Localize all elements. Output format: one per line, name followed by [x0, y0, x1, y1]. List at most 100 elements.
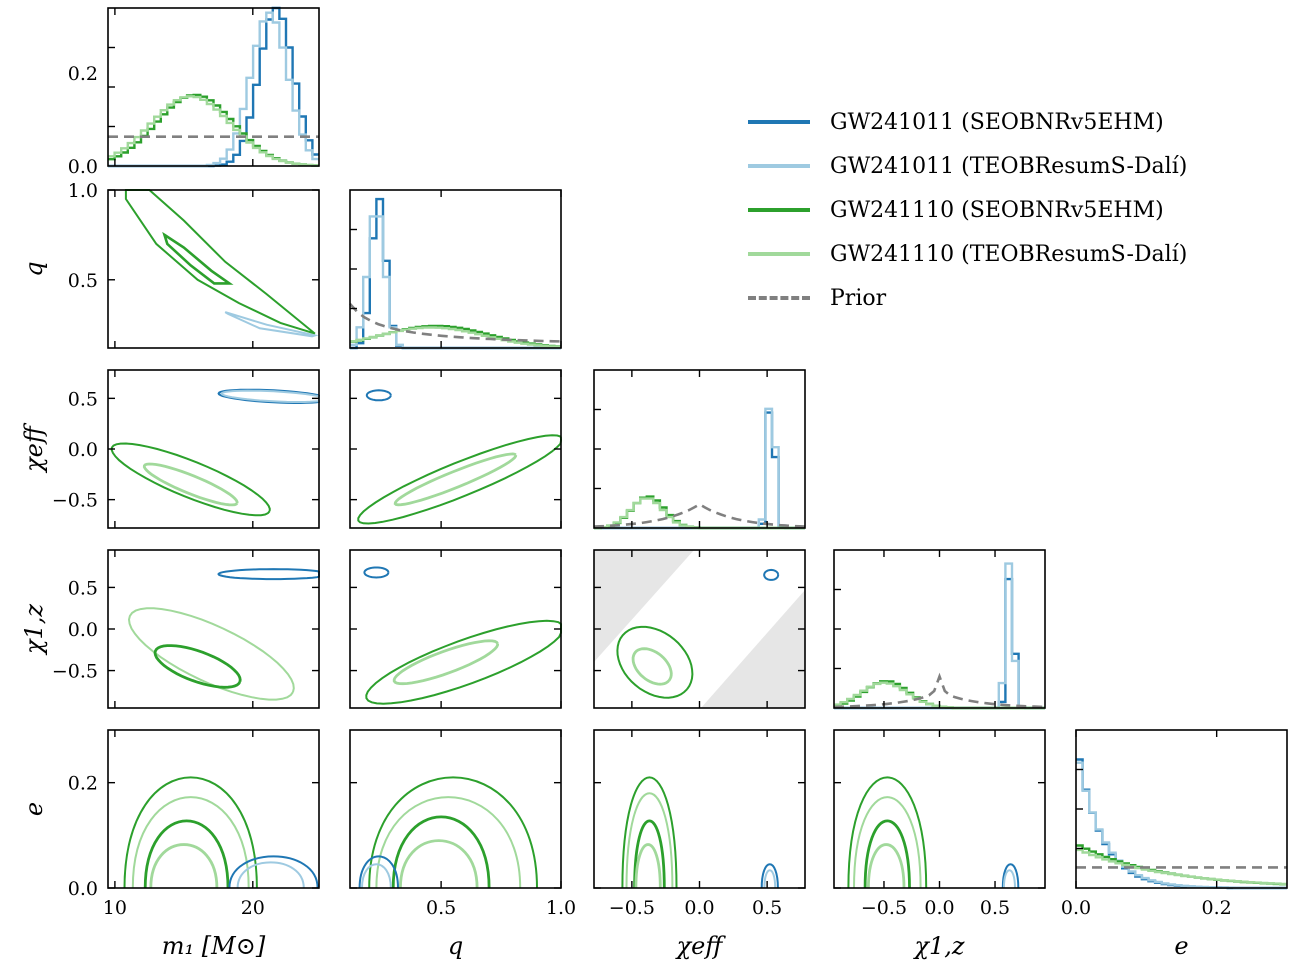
contour-e-chi1z-gw241110-50	[863, 819, 911, 889]
axes-frames-layer	[107, 7, 1288, 889]
x-axis-label-m1: m₁ [M⊙]	[162, 932, 266, 960]
legend-label: GW241110 (TEOBResumS-Dalí)	[830, 241, 1188, 267]
contour-e-chieff-gw241110-50-teob	[634, 843, 662, 889]
legend-item-gw241011-teob: GW241011 (TEOBResumS-Dalí)	[748, 144, 1288, 188]
x-tick-label-e: 0.0	[1061, 897, 1091, 919]
histogram-chi_1z-series-0	[834, 577, 1045, 710]
y-tick-label-chi_1z: 0.5	[68, 577, 98, 599]
legend-label: GW241011 (SEOBNRv5EHM)	[830, 109, 1164, 135]
contour-e-chieff-gw241110-90-teob	[625, 792, 674, 889]
contour-chi1z-m1-gw241011	[217, 568, 320, 581]
contour-e-q-gw241110-90	[368, 776, 538, 889]
forbidden-region-layer	[594, 550, 805, 708]
legend-item-prior: Prior	[748, 276, 1288, 320]
contour-q-m1-GW241110	[124, 189, 316, 335]
panel-frame-chi_eff-chi_eff	[593, 369, 806, 529]
contour-chi1z-q-gw241110-50	[392, 639, 500, 686]
contour-e-chi1z-gw241011	[1001, 863, 1020, 889]
y-tick-label-chi_eff: 0.5	[68, 388, 98, 410]
contour-e-q-gw241011-teob	[361, 863, 392, 889]
histogram-chi_eff-series-1	[594, 407, 805, 530]
legend: GW241011 (SEOBNRv5EHM) GW241011 (TEOBRes…	[748, 100, 1288, 320]
x-tick-label-chi_eff: 0.0	[684, 897, 714, 919]
y-tick-label-chi_1z: −0.5	[52, 661, 98, 683]
x-tick-label-q: 1.0	[546, 897, 576, 919]
panel-frame-e-chi_eff	[593, 729, 806, 889]
forbidden-region	[701, 590, 805, 708]
x-axis-label-e: e	[1174, 932, 1188, 960]
contour-e-chi1z-gw241110-90-teob	[853, 796, 922, 889]
contour-chieff-m1-gw241110-90	[110, 442, 271, 517]
contour-e-chieff-gw241011	[760, 863, 779, 889]
contour-e-chieff-gw241110-50	[633, 819, 666, 889]
x-axis-label-chi_1z: χ1,z	[912, 932, 964, 960]
panel-frame-e-m1	[107, 729, 320, 889]
histogram-e-series-1	[1076, 761, 1287, 890]
x-tick-label-q: 0.5	[426, 897, 456, 919]
histogram-q-series-3	[350, 326, 561, 348]
panel-frame-chi_eff-q	[349, 369, 562, 529]
y-tick-label-m1-hist: 0.2	[68, 63, 98, 85]
y-axis-label-chi_1z: χ1,z	[20, 604, 48, 656]
panel-frame-chi_1z-chi_1z	[833, 549, 1046, 709]
contour-chi1z-q-gw241011	[363, 566, 390, 579]
y-tick-label-chi_1z: 0.0	[68, 619, 98, 641]
contour-e-m1-gw241110-90	[123, 776, 258, 889]
panel-frame-chi_1z-q	[349, 549, 562, 709]
x-axis-label-q: q	[448, 932, 463, 960]
legend-item-gw241011-seob: GW241011 (SEOBNRv5EHM)	[748, 100, 1288, 144]
histogram-chi_eff-series-0	[594, 411, 805, 530]
contour-chi1z-chieff-gw241110-90	[616, 625, 694, 699]
contour-chi1z-q-gw241110-90	[365, 619, 562, 705]
prior-chi-1z	[833, 672, 1046, 709]
contour-chieff-q-gw241011	[365, 389, 392, 402]
panel-frame-chi_eff-m1	[107, 369, 320, 529]
contour-e-chieff-gw241110-90	[621, 776, 678, 889]
x-tick-label-m1: 10	[103, 897, 127, 919]
contour-e-m1-gw241011	[228, 855, 319, 889]
contour-e-m1-gw241011-teob	[236, 861, 305, 889]
tick-labels-layer: 10 20 0.5 1.0 −0.5 0.0 0.5 −0.5 0.0 0.5 0.0 0.2 0.0 0…	[52, 63, 1232, 919]
y-tick-label-e: 0.2	[68, 773, 98, 795]
histogram-e-series-2	[1076, 844, 1287, 886]
contour-chi1z-chieff-gw241011	[763, 568, 780, 581]
x-axis-label-chi_eff: χeff	[675, 932, 727, 960]
x-tick-label-chi_eff: 0.5	[752, 897, 782, 919]
histogram-m1-series-3	[108, 95, 319, 167]
y-tick-label-e: 0.0	[68, 878, 98, 900]
histogram-e-series-3	[1076, 848, 1287, 886]
axis-labels-layer: m₁ [M⊙] q χeff χ1,z e q χeff χ1,z e	[20, 261, 1189, 960]
panel-frame-e-q	[349, 729, 562, 889]
x-tick-label-m1: 20	[241, 897, 265, 919]
forbidden-region	[594, 550, 694, 662]
contour-q-m1-GW241011	[224, 311, 319, 338]
x-tick-label-chi_1z: 0.5	[980, 897, 1010, 919]
y-tick-label-chi_eff: 0.0	[68, 439, 98, 461]
x-tick-label-e: 0.2	[1202, 897, 1232, 919]
contour-e-chi1z-gw241110-50-teob	[867, 843, 906, 889]
y-tick-label-q: 1.0	[68, 180, 98, 202]
prior-q	[349, 302, 562, 343]
y-tick-label-chi_eff: −0.5	[52, 490, 98, 512]
contour-e-chi1z-gw241110-90	[847, 776, 928, 889]
histogram-chi_1z-series-1	[834, 562, 1045, 710]
contour-e-q-gw241110-90-teob	[375, 796, 522, 889]
legend-swatch	[748, 164, 810, 168]
panel-frame-e-e	[1075, 729, 1288, 889]
contour-e-m1-gw241110-50	[143, 819, 230, 889]
contour-e-q-gw241011	[358, 855, 399, 889]
contour-q-m1-GW241110-50	[162, 231, 234, 285]
contour-e-q-gw241110-50-teob	[399, 839, 479, 889]
y-axis-label-q: q	[20, 261, 48, 276]
y-axis-label-chi_eff: χeff	[20, 422, 48, 474]
x-tick-label-chi_1z: −0.5	[861, 897, 907, 919]
y-tick-label-q: 0.5	[68, 270, 98, 292]
panel-frame-q-m1	[107, 189, 320, 349]
contour-chieff-m1-gw241011-teob	[220, 389, 320, 403]
legend-swatch	[748, 120, 810, 124]
contour-e-q-gw241110-50	[391, 815, 491, 889]
prior-chi-eff	[593, 502, 806, 528]
contour-chieff-q-gw241110-50	[393, 452, 518, 507]
y-tick-label-m1-hist: 0.0	[68, 156, 98, 178]
